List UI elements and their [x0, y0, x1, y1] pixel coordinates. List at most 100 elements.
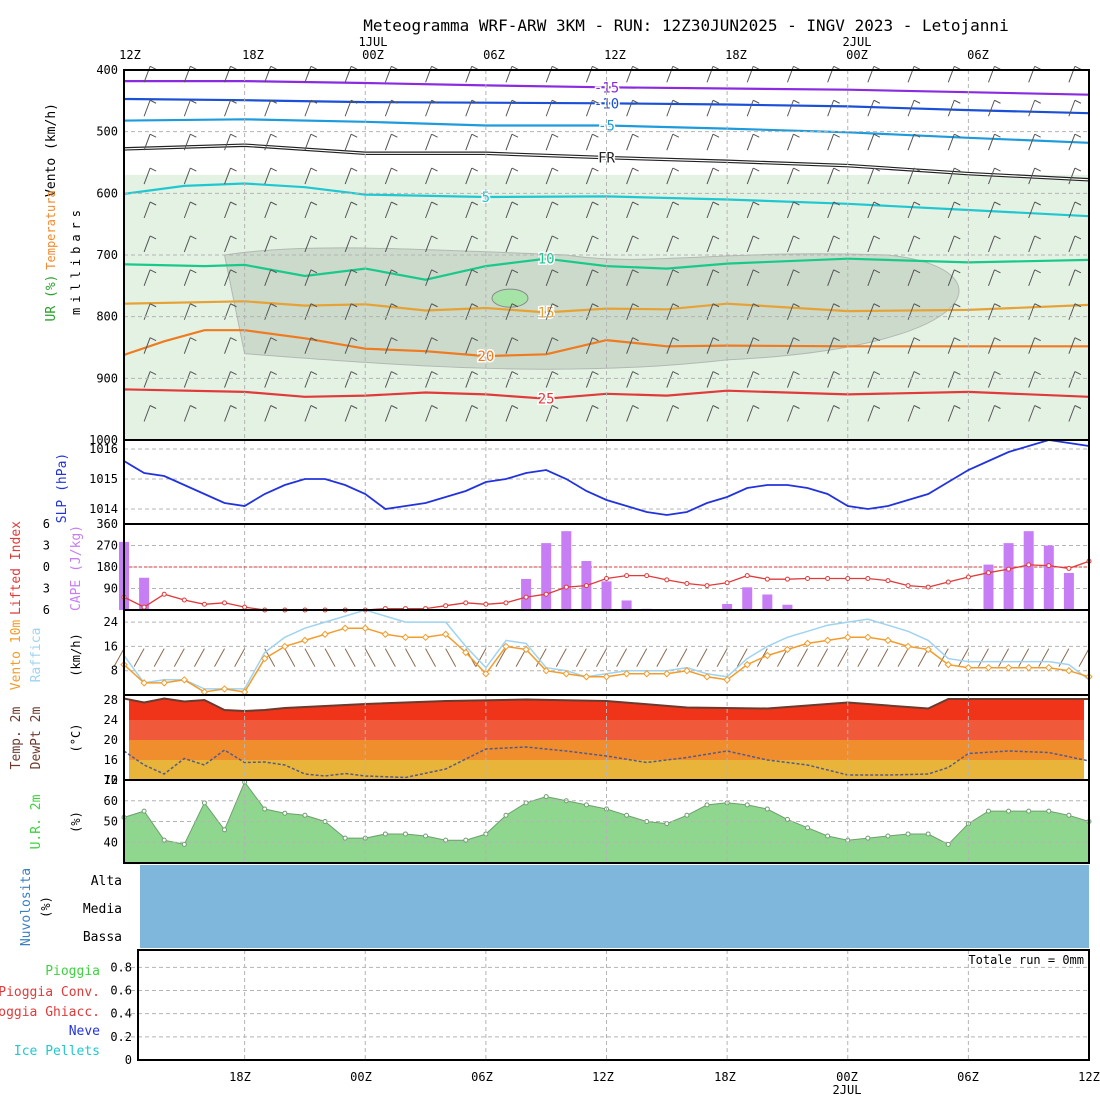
wind-barb-flag [753, 65, 760, 70]
wind10-point [361, 624, 369, 632]
wind10-point [763, 651, 772, 660]
wind-barb [786, 167, 794, 185]
tick-label: 28 [104, 693, 118, 707]
wind-barb-flag [431, 337, 438, 342]
precip-frame [137, 949, 1090, 1061]
tick-label: 1015 [89, 472, 118, 486]
wind-barb-flag [712, 99, 720, 104]
wind10-point [803, 639, 812, 648]
wind10-point [864, 633, 872, 642]
wind-barb [1068, 337, 1076, 354]
wind-barb [907, 167, 915, 185]
wind-barb [746, 66, 754, 83]
wind-barb-flag [230, 303, 237, 308]
wind-barb [264, 371, 272, 388]
wind-barb [666, 133, 674, 151]
bottom-time-label: 12Z [592, 1070, 614, 1084]
wind-barb [224, 405, 231, 422]
wind-barb [465, 303, 473, 320]
wind-barb [585, 235, 593, 253]
wind-barb-flag [833, 303, 840, 308]
wind-barb-flag [712, 201, 720, 206]
wind-barb [143, 133, 151, 151]
wind-arrow [193, 648, 205, 667]
cape-bar [621, 600, 632, 610]
isotherm-line [123, 257, 1090, 281]
cape-bar [1003, 543, 1014, 610]
top-time-label: 12Z [604, 48, 626, 62]
cape-bar [139, 577, 150, 610]
rh2m-point [664, 821, 670, 827]
wind-barb-flag [190, 269, 197, 274]
wind-barb-flag [592, 99, 599, 104]
wind-barb-flag [310, 371, 318, 376]
wind-barb-flag [310, 235, 318, 240]
wind-barb-flag [712, 303, 720, 308]
wind-arrow [998, 648, 1010, 667]
wind-barb-flag [833, 201, 840, 206]
wind-barb-flag [190, 167, 197, 172]
wind-arrow [575, 648, 587, 667]
rh2m-point [543, 794, 549, 800]
wind-barb [224, 133, 231, 151]
wind-barb [988, 66, 995, 83]
wind-barb-flag [551, 167, 559, 172]
lifted-point [443, 603, 449, 609]
lifted-point [181, 597, 187, 603]
wind-barb [224, 235, 231, 253]
rh2m-unit-label: (%) [69, 811, 83, 833]
wind10-point [622, 670, 631, 678]
rh2m-point [925, 831, 931, 837]
wind-barb [706, 235, 714, 253]
wind-barb [988, 100, 995, 117]
wind-barb [947, 303, 955, 320]
wind-barb-flag [793, 167, 800, 172]
lifted-point [604, 575, 609, 581]
wind-barb-flag [672, 337, 680, 342]
tick-label: 6 [43, 603, 50, 617]
wind-barb-flag [471, 337, 478, 342]
precip-type-conv: Pioggia Conv. [0, 985, 100, 1000]
tick-label: 700 [96, 248, 118, 262]
chart-title: Meteogramma WRF-ARW 3KM - RUN: 12Z30JUN2… [363, 16, 1008, 35]
wind-barb-flag [873, 405, 881, 409]
rh2m-point [1066, 812, 1072, 818]
cloud-level-media: Media [83, 902, 122, 917]
millibars-label: millibars [69, 205, 83, 315]
wind-barb [585, 269, 593, 287]
wind-barb-flag [270, 65, 277, 70]
wind-barb [224, 201, 231, 219]
tick-label: 180 [96, 560, 118, 574]
lifted-point [985, 570, 991, 576]
tick-label: 16 [104, 753, 118, 767]
wind-barb-flag [1074, 371, 1082, 376]
wind-barb-flag [391, 235, 398, 240]
wind-barb-flag [431, 65, 438, 70]
tick-label: 600 [96, 186, 118, 200]
wind10-point [1065, 667, 1073, 675]
rh2m-point [222, 827, 228, 833]
wind-arrow [153, 648, 165, 667]
wind-barb-flag [350, 235, 358, 240]
lifted-point [624, 573, 630, 579]
wind-barb [585, 337, 593, 354]
wind-barb [143, 337, 151, 354]
wind-barb [1028, 100, 1036, 117]
wind-barb-flag [793, 133, 800, 138]
wind-barb-flag [431, 303, 438, 308]
wind-barb [1068, 405, 1076, 422]
wind-barb [224, 66, 231, 83]
wind-barb-flag [270, 201, 277, 206]
wind-barb-flag [1034, 303, 1041, 308]
wind-barb [746, 337, 754, 354]
wind-barb [867, 269, 875, 287]
wind-barb-flag [632, 303, 639, 308]
wind-arrow [917, 648, 929, 667]
wind-barb-flag [954, 337, 961, 342]
wind-barb-flag [913, 337, 921, 342]
wind-barb [827, 269, 835, 287]
bottom-time-label: 18Z [229, 1070, 251, 1084]
wind-barb [706, 269, 714, 287]
wind-barb [907, 337, 915, 354]
